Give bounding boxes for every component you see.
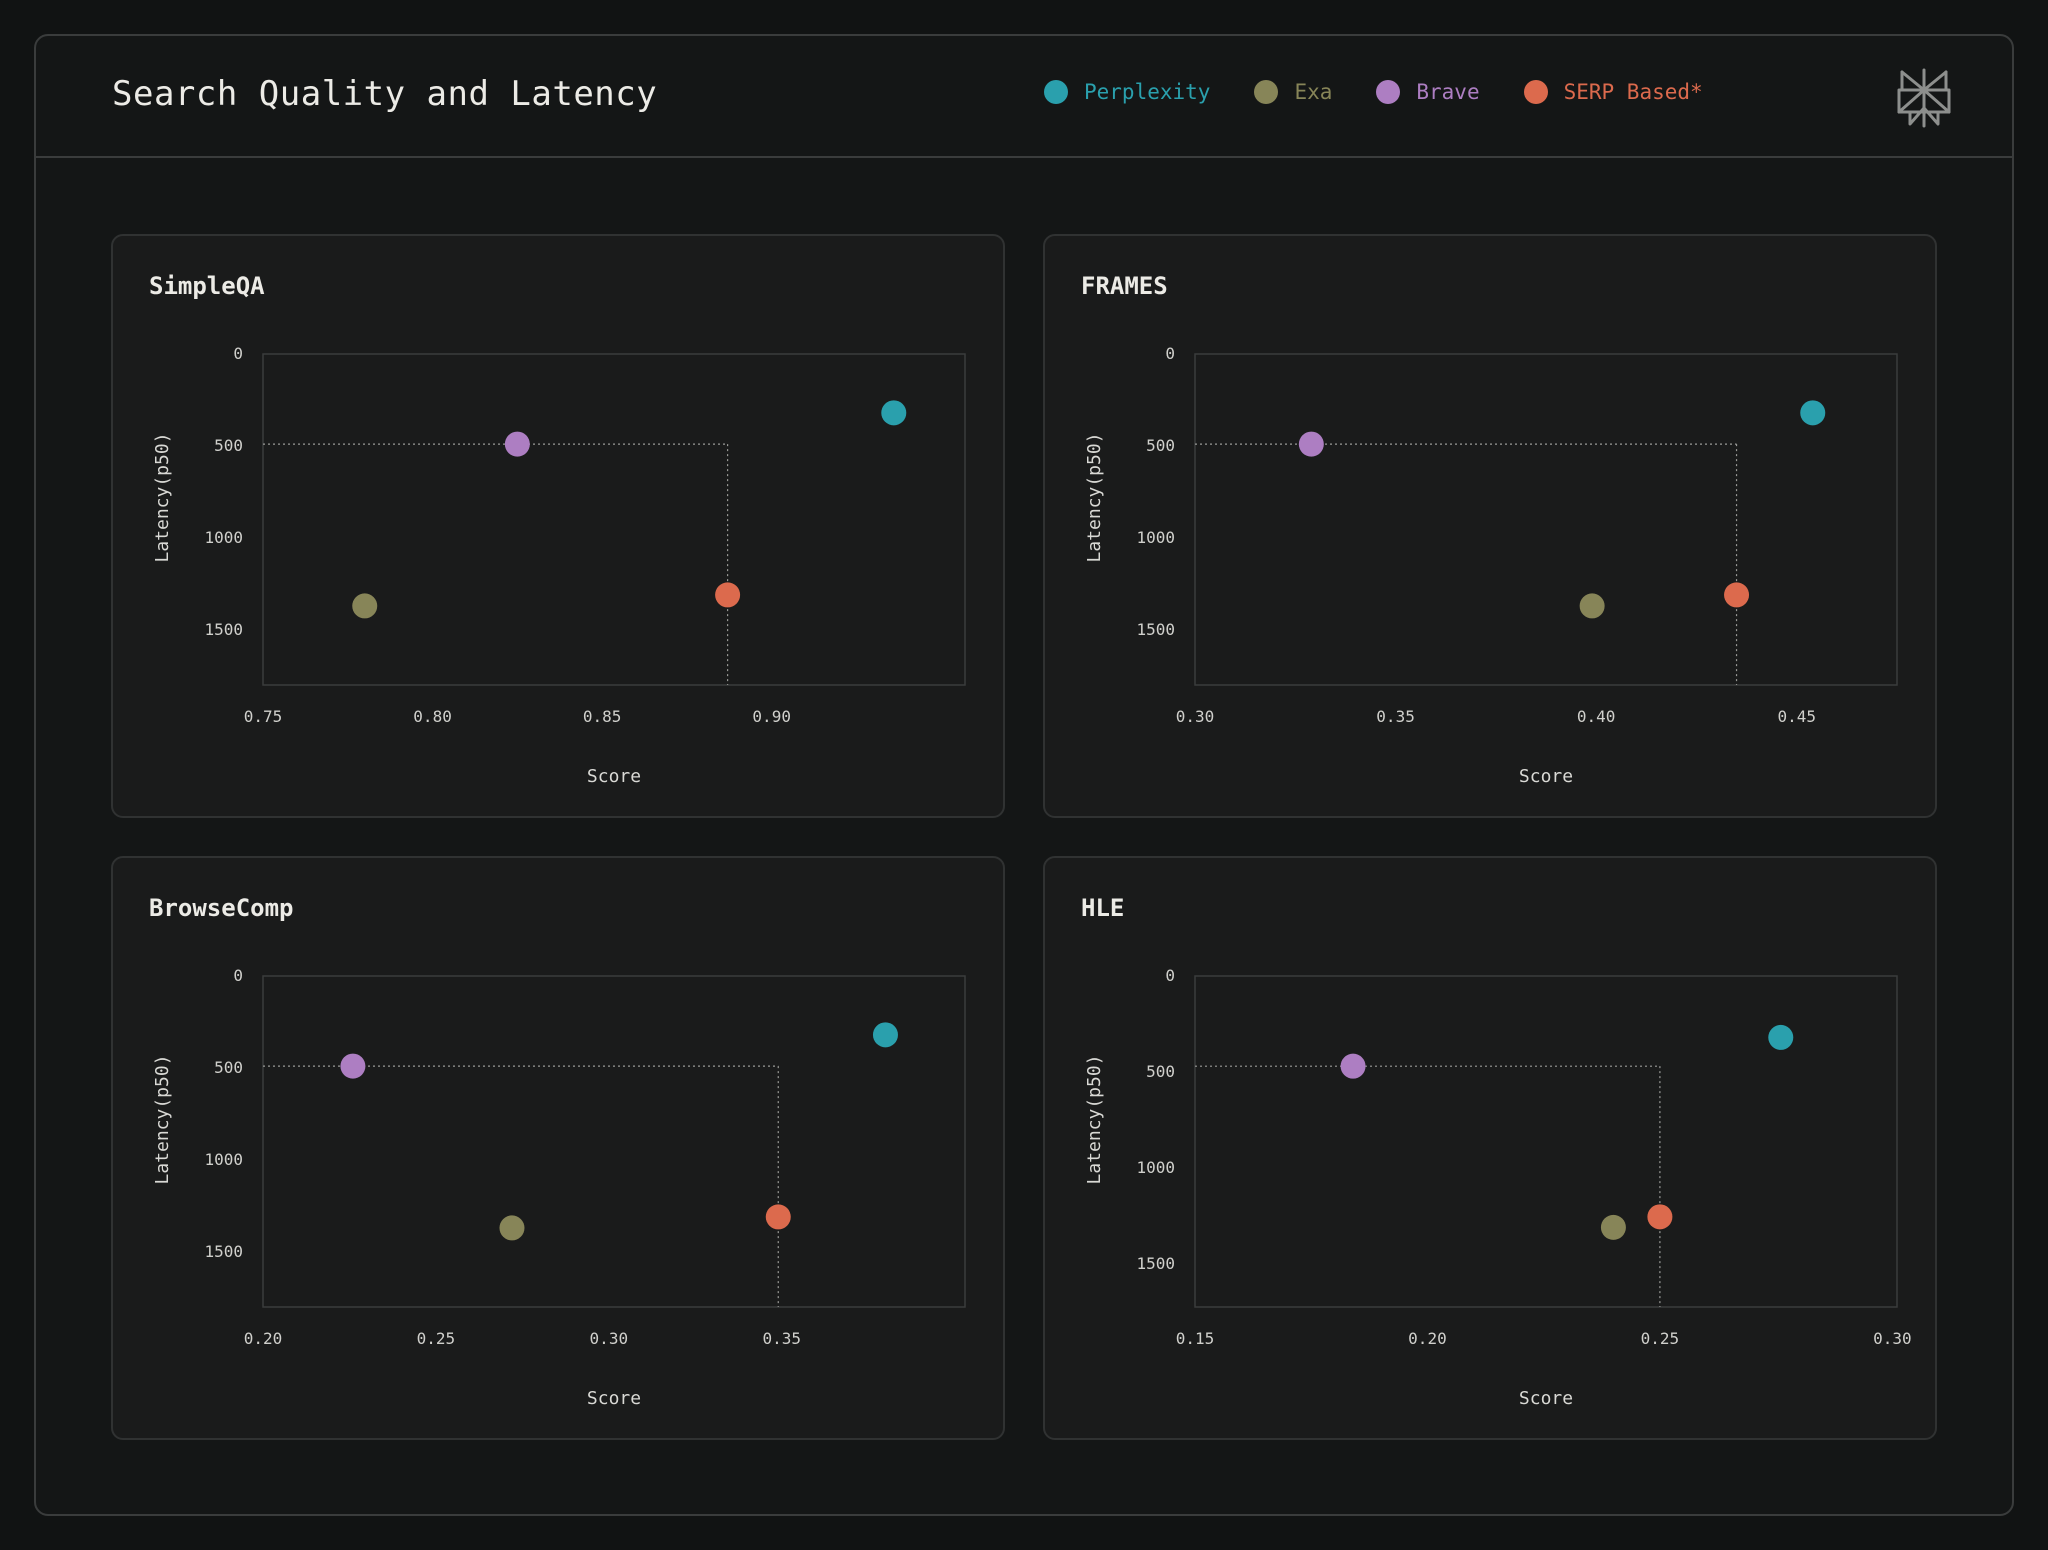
x-axis-label: Score bbox=[1519, 1388, 1573, 1409]
legend-item: Perplexity bbox=[1044, 80, 1210, 104]
data-point-exa bbox=[1600, 1214, 1626, 1240]
data-point-exa bbox=[352, 593, 378, 619]
data-point-perplexity bbox=[872, 1022, 898, 1048]
chart-panel-hle: HLE 0 500 1000 1500 0.15 0.20 0.25 0.30 Score Lat… bbox=[1043, 856, 1937, 1440]
data-point-serp-based bbox=[715, 582, 741, 608]
scatter-chart-hle: 0 500 1000 1500 0.15 0.20 0.25 0.30 Score Latency… bbox=[1084, 966, 1912, 1409]
data-point-brave bbox=[340, 1053, 366, 1079]
data-point-serp-based bbox=[1724, 582, 1750, 608]
legend-swatch bbox=[1254, 80, 1279, 104]
x-tick-label: 0.25 bbox=[1641, 1329, 1680, 1348]
legend-label: Exa bbox=[1294, 80, 1333, 104]
chart-panel-frames: FRAMES 0 500 1000 1500 0.30 0.35 0.40 0.45 Score… bbox=[1043, 234, 1937, 818]
x-tick-label: 0.90 bbox=[752, 707, 791, 726]
y-tick-label: 1000 bbox=[1136, 528, 1175, 547]
x-tick-label: 0.30 bbox=[590, 1329, 629, 1348]
y-tick-label: 1500 bbox=[1136, 1254, 1175, 1273]
page-title: Search Quality and Latency bbox=[112, 74, 658, 114]
plot-area bbox=[1194, 975, 1898, 1308]
x-tick-label: 0.25 bbox=[417, 1329, 456, 1348]
chart-title: BrowseComp bbox=[149, 894, 294, 922]
x-tick-label: 0.35 bbox=[762, 1329, 801, 1348]
y-tick-label: 1500 bbox=[204, 620, 243, 639]
y-axis-label: Latency(p50) bbox=[152, 432, 173, 562]
x-tick-label: 0.15 bbox=[1176, 1329, 1215, 1348]
x-tick-label: 0.30 bbox=[1873, 1329, 1912, 1348]
chart-panel-browsecomp: BrowseComp 0 500 1000 1500 0.20 0.25 0.30 0.35 S… bbox=[111, 856, 1005, 1440]
legend: Perplexity Exa Brave SERP Based* bbox=[1044, 80, 1747, 104]
x-axis-label: Score bbox=[587, 1388, 641, 1409]
y-axis-label: Latency(p50) bbox=[1084, 432, 1105, 562]
chart-panel-simpleqa: SimpleQA 0 500 1000 1500 0.75 0.80 0.85 0.90 Sco… bbox=[111, 234, 1005, 818]
x-tick-label: 0.40 bbox=[1577, 707, 1616, 726]
scatter-chart-browsecomp: 0 500 1000 1500 0.20 0.25 0.30 0.35 Score Latency… bbox=[152, 966, 966, 1409]
y-tick-label: 1000 bbox=[204, 528, 243, 547]
legend-label: Perplexity bbox=[1084, 80, 1211, 104]
y-tick-label: 500 bbox=[214, 1058, 243, 1077]
legend-item: Exa bbox=[1254, 80, 1332, 104]
y-axis-label: Latency(p50) bbox=[152, 1054, 173, 1184]
legend-item: SERP Based* bbox=[1523, 80, 1703, 104]
chart-title: SimpleQA bbox=[149, 272, 265, 300]
data-point-perplexity bbox=[1768, 1024, 1794, 1050]
x-tick-label: 0.85 bbox=[583, 707, 622, 726]
legend-label: Brave bbox=[1416, 80, 1480, 104]
y-tick-label: 0 bbox=[1165, 966, 1175, 985]
data-point-brave bbox=[1298, 431, 1324, 457]
legend-swatch bbox=[1523, 80, 1548, 104]
plot-area bbox=[262, 975, 966, 1308]
x-tick-label: 0.45 bbox=[1777, 707, 1816, 726]
y-tick-label: 1500 bbox=[1136, 620, 1175, 639]
x-tick-label: 0.35 bbox=[1376, 707, 1415, 726]
y-tick-label: 0 bbox=[1165, 344, 1175, 363]
y-tick-label: 0 bbox=[233, 966, 243, 985]
scatter-chart-frames: 0 500 1000 1500 0.30 0.35 0.40 0.45 Score Latency… bbox=[1084, 344, 1898, 787]
data-point-brave bbox=[1340, 1053, 1366, 1079]
y-tick-label: 1000 bbox=[1136, 1158, 1175, 1177]
chart-title: HLE bbox=[1081, 894, 1125, 922]
y-tick-label: 500 bbox=[214, 436, 243, 455]
legend-label: SERP Based* bbox=[1563, 80, 1703, 104]
data-point-serp-based bbox=[1647, 1204, 1673, 1230]
y-tick-label: 500 bbox=[1146, 436, 1175, 455]
chart-title: FRAMES bbox=[1081, 272, 1168, 300]
x-tick-label: 0.80 bbox=[413, 707, 452, 726]
data-point-serp-based bbox=[765, 1204, 791, 1230]
legend-swatch bbox=[1376, 80, 1401, 104]
data-point-perplexity bbox=[1800, 400, 1826, 426]
y-tick-label: 0 bbox=[233, 344, 243, 363]
y-tick-label: 1500 bbox=[204, 1242, 243, 1261]
y-tick-label: 1000 bbox=[204, 1150, 243, 1169]
data-point-brave bbox=[504, 431, 530, 457]
plot-area bbox=[262, 353, 966, 686]
y-tick-label: 500 bbox=[1146, 1062, 1175, 1081]
scatter-chart-simpleqa: 0 500 1000 1500 0.75 0.80 0.85 0.90 Score Latency… bbox=[152, 344, 966, 787]
legend-swatch bbox=[1044, 80, 1068, 104]
plot-area bbox=[1194, 353, 1898, 686]
y-axis-label: Latency(p50) bbox=[1084, 1054, 1105, 1184]
data-point-perplexity bbox=[881, 400, 907, 426]
data-point-exa bbox=[1579, 593, 1605, 619]
legend-item: Brave bbox=[1376, 80, 1480, 104]
x-tick-label: 0.20 bbox=[244, 1329, 283, 1348]
x-axis-label: Score bbox=[587, 766, 641, 787]
perplexity-logo-icon bbox=[1897, 68, 1951, 128]
x-tick-label: 0.30 bbox=[1176, 707, 1215, 726]
x-tick-label: 0.75 bbox=[244, 707, 283, 726]
x-tick-label: 0.20 bbox=[1408, 1329, 1447, 1348]
data-point-exa bbox=[499, 1215, 525, 1241]
x-axis-label: Score bbox=[1519, 766, 1573, 787]
header: Search Quality and Latency Perplexity Exa… bbox=[36, 36, 2012, 158]
